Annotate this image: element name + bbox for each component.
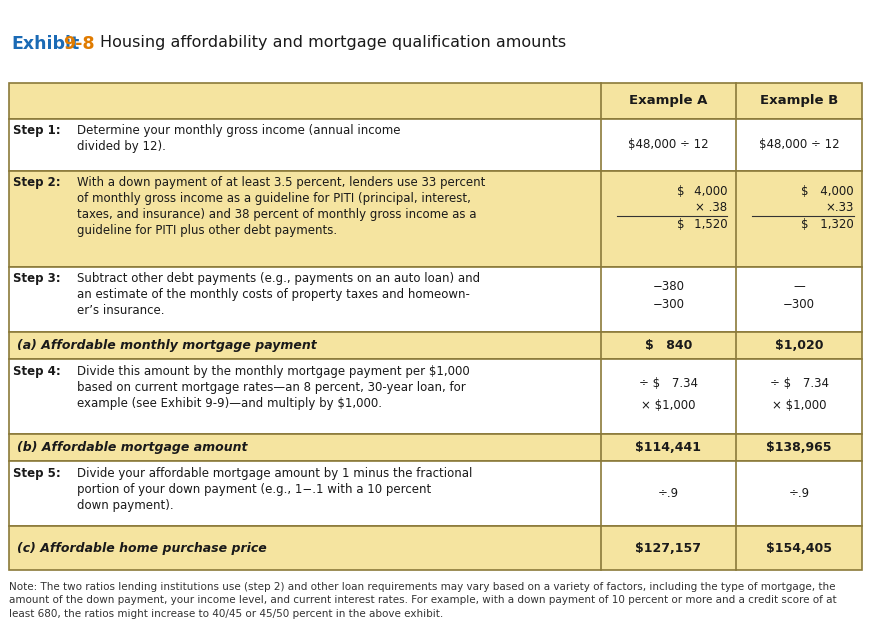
Text: Housing affordability and mortgage qualification amounts: Housing affordability and mortgage quali…	[100, 35, 566, 50]
Text: $  4,000: $ 4,000	[677, 185, 727, 197]
Text: $  4,000: $ 4,000	[801, 185, 854, 197]
Text: Subtract other debt payments (e.g., payments on an auto loan) and
an estimate of: Subtract other debt payments (e.g., paym…	[77, 273, 480, 317]
Bar	[9, 171, 862, 267]
Text: Step 5:: Step 5:	[13, 467, 61, 480]
Text: With a down payment of at least 3.5 percent, lenders use 33 percent
of monthly g: With a down payment of at least 3.5 perc…	[77, 176, 485, 237]
Text: ÷.9: ÷.9	[658, 487, 679, 500]
Bar	[9, 267, 862, 332]
Text: × .38: × .38	[695, 201, 727, 214]
Text: (a) Affordable monthly mortgage payment: (a) Affordable monthly mortgage payment	[17, 339, 317, 352]
Text: Note: The two ratios lending institutions use (step 2) and other loan requiremen: Note: The two ratios lending institution…	[9, 582, 836, 619]
Text: ÷ $  7.34: ÷ $ 7.34	[639, 377, 698, 390]
Text: ×.33: ×.33	[825, 201, 854, 214]
Text: −300: −300	[783, 298, 815, 311]
Bar	[9, 118, 862, 171]
Text: Step 4:: Step 4:	[13, 364, 61, 378]
Text: $127,157: $127,157	[636, 541, 701, 555]
Text: ÷.9: ÷.9	[788, 487, 810, 500]
Text: $114,441: $114,441	[636, 441, 701, 454]
Text: $1,020: $1,020	[775, 339, 823, 352]
Text: × $1,000: × $1,000	[772, 399, 827, 412]
Bar	[9, 526, 862, 570]
Bar	[9, 461, 862, 526]
Text: Exhibit: Exhibit	[11, 35, 79, 53]
Text: $48,000 ÷ 12: $48,000 ÷ 12	[628, 138, 709, 151]
Bar	[9, 83, 862, 118]
Text: (c) Affordable home purchase price: (c) Affordable home purchase price	[17, 541, 267, 555]
Text: × $1,000: × $1,000	[641, 399, 696, 412]
Text: $  1,320: $ 1,320	[800, 218, 854, 231]
Text: $154,405: $154,405	[766, 541, 832, 555]
Text: $  1,520: $ 1,520	[677, 218, 727, 231]
Text: Example B: Example B	[760, 94, 838, 107]
Text: Divide this amount by the monthly mortgage payment per $1,000
based on current m: Divide this amount by the monthly mortga…	[77, 364, 469, 410]
Text: $  840: $ 840	[645, 339, 692, 352]
Bar	[9, 434, 862, 461]
Bar	[9, 359, 862, 434]
Text: $48,000 ÷ 12: $48,000 ÷ 12	[759, 138, 840, 151]
Text: −300: −300	[652, 298, 685, 311]
Text: Divide your affordable mortgage amount by 1 minus the fractional
portion of your: Divide your affordable mortgage amount b…	[77, 467, 472, 512]
Text: 9-8: 9-8	[63, 35, 94, 53]
Text: $138,965: $138,965	[766, 441, 832, 454]
Text: Example A: Example A	[630, 94, 707, 107]
Text: ÷ $  7.34: ÷ $ 7.34	[770, 377, 828, 390]
Bar	[9, 332, 862, 359]
Text: Step 1:: Step 1:	[13, 124, 61, 138]
Text: Step 3:: Step 3:	[13, 273, 61, 285]
Text: Step 2:: Step 2:	[13, 176, 61, 189]
Text: —: —	[793, 280, 805, 292]
Text: Determine your monthly gross income (annual income
divided by 12).: Determine your monthly gross income (ann…	[77, 124, 400, 154]
Text: (b) Affordable mortgage amount: (b) Affordable mortgage amount	[17, 441, 248, 454]
Text: −380: −380	[652, 280, 685, 292]
